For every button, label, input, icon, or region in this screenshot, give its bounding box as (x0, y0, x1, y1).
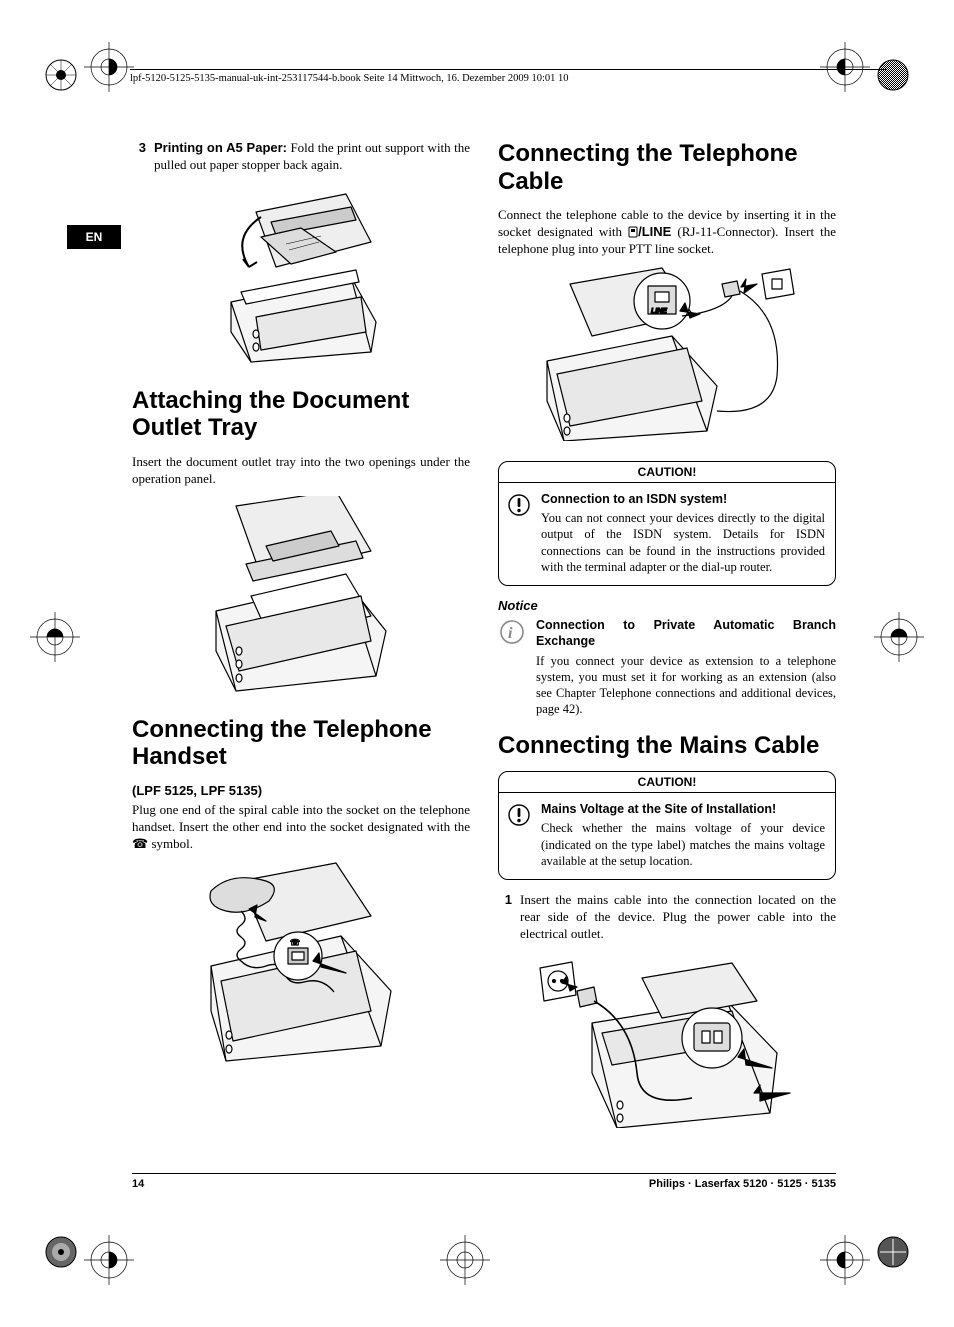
cable-body: Connect the telephone cable to the devic… (498, 207, 836, 258)
page-footer: 14 Philips · Laserfax 5120 · 5125 · 5135 (132, 1173, 836, 1190)
info-icon: i (498, 617, 526, 718)
crop-mark-icon (30, 612, 80, 662)
notice-pabx: i Connection to Private Automatic Branch… (498, 617, 836, 718)
mains-step-1: 1 Insert the mains cable into the connec… (498, 892, 836, 945)
crop-mark-icon (440, 1235, 490, 1285)
outlet-tray-body: Insert the document outlet tray into the… (132, 454, 470, 488)
step-3: 3 Printing on A5 Paper: Fold the print o… (132, 140, 470, 174)
handset-models: (LPF 5125, LPF 5135) (132, 783, 470, 798)
caution-header: CAUTION! (499, 462, 835, 483)
manual-page: lpf-5120-5125-5135-manual-uk-int-2531175… (0, 0, 954, 1327)
registration-mark-icon (44, 1235, 78, 1269)
figure-outlet-tray (132, 496, 470, 696)
svg-text:LINE: LINE (651, 308, 667, 315)
caution-icon (505, 491, 533, 575)
caution-mains: CAUTION! Mains Voltage at the Site of In… (498, 771, 836, 880)
running-head-text: lpf-5120-5125-5135-manual-uk-int-2531175… (130, 73, 569, 84)
step-body: Insert the mains cable into the connecti… (520, 892, 836, 943)
caution-icon (505, 801, 533, 869)
crop-mark-icon (84, 42, 134, 92)
caution-isdn: CAUTION! Connection to an ISDN system! Y… (498, 461, 836, 586)
phone-icon (628, 226, 638, 238)
notice-title: Connection to Private Automatic Branch E… (536, 617, 836, 650)
svg-text:☎: ☎ (290, 938, 300, 947)
right-column: Connecting the Telephone Cable Connect t… (498, 140, 836, 1148)
handset-body: Plug one end of the spiral cable into th… (132, 802, 470, 853)
figure-telephone-cable: LINE (498, 266, 836, 441)
figure-mains-cable (498, 953, 836, 1128)
registration-mark-icon (44, 58, 78, 92)
line-label: /LINE (638, 224, 671, 239)
crop-mark-icon (820, 1235, 870, 1285)
caution-title: Connection to an ISDN system! (541, 491, 825, 507)
heading-telephone-cable: Connecting the Telephone Cable (498, 140, 836, 195)
heading-outlet-tray: Attaching the Document Outlet Tray (132, 387, 470, 442)
caution-title: Mains Voltage at the Site of Installatio… (541, 801, 825, 817)
content-area: 3 Printing on A5 Paper: Fold the print o… (132, 140, 836, 1148)
page-number: 14 (132, 1178, 144, 1190)
notice-body: If you connect your device as extension … (536, 653, 836, 718)
notice-label: Notice (498, 598, 836, 613)
product-line: Philips · Laserfax 5120 · 5125 · 5135 (649, 1178, 836, 1190)
heading-mains-cable: Connecting the Mains Cable (498, 732, 836, 760)
crop-mark-icon (874, 612, 924, 662)
caution-body: Check whether the mains voltage of your … (541, 820, 825, 869)
crop-mark-icon (84, 1235, 134, 1285)
step-body: Printing on A5 Paper: Fold the print out… (154, 140, 470, 174)
figure-a5-paper (132, 182, 470, 367)
figure-handset: ☎ (132, 861, 470, 1071)
running-head: lpf-5120-5125-5135-manual-uk-int-2531175… (130, 69, 886, 89)
svg-text:i: i (508, 625, 513, 642)
left-column: 3 Printing on A5 Paper: Fold the print o… (132, 140, 470, 1148)
heading-handset: Connecting the Telephone Handset (132, 716, 470, 771)
step-number: 1 (498, 892, 512, 945)
caution-header: CAUTION! (499, 772, 835, 793)
step-lead: Printing on A5 Paper: (154, 140, 287, 155)
step-number: 3 (132, 140, 146, 174)
registration-mark-icon (876, 1235, 910, 1269)
language-badge: EN (67, 225, 121, 249)
caution-body: You can not connect your devices directl… (541, 510, 825, 575)
